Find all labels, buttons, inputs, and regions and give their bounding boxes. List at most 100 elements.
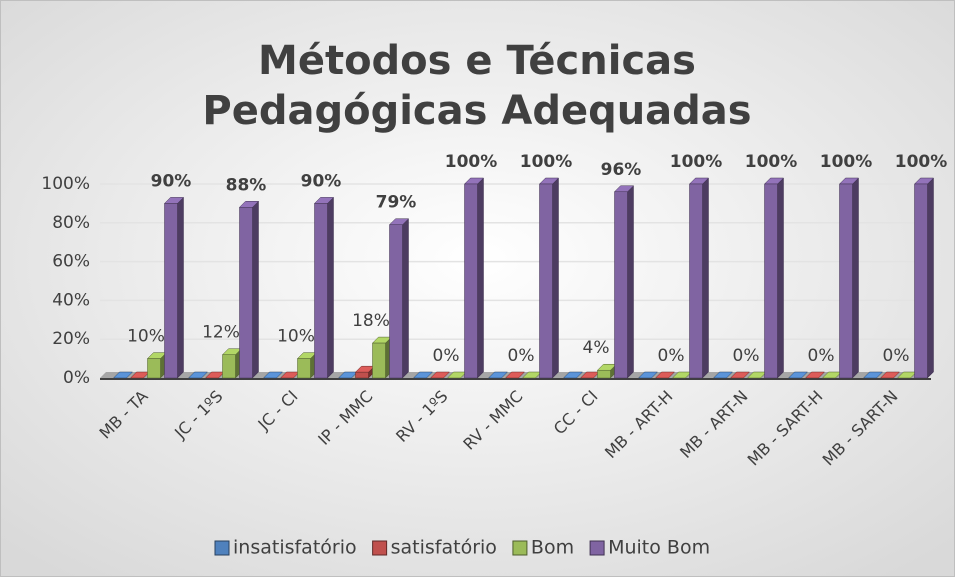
bar xyxy=(463,177,485,379)
data-label: 18% xyxy=(352,311,390,331)
y-tick-label: 40% xyxy=(52,290,90,310)
bar-side xyxy=(177,196,184,379)
data-label: 0% xyxy=(508,346,535,366)
bar-top xyxy=(879,371,901,379)
bar xyxy=(712,371,734,379)
data-label: 0% xyxy=(808,346,835,366)
legend-label: insatisfatório xyxy=(233,537,357,559)
data-label: 100% xyxy=(520,152,573,172)
bar xyxy=(763,177,785,379)
bar-front xyxy=(539,183,553,379)
data-label: 12% xyxy=(202,323,240,343)
bar xyxy=(388,218,410,379)
data-label: 88% xyxy=(226,175,267,195)
bar-front xyxy=(464,183,478,379)
bar xyxy=(613,185,635,379)
bar xyxy=(371,336,393,379)
bar xyxy=(538,177,560,379)
bar-top xyxy=(562,371,584,379)
data-label: 100% xyxy=(745,152,798,172)
bar-top xyxy=(862,371,884,379)
data-label: 96% xyxy=(601,160,642,180)
data-label: 90% xyxy=(151,171,192,191)
data-label: 100% xyxy=(895,152,948,172)
bar xyxy=(804,371,826,379)
bar xyxy=(221,348,243,379)
data-label: 79% xyxy=(376,193,417,213)
y-tick-label: 60% xyxy=(52,252,90,272)
bar-top xyxy=(487,371,509,379)
bar-side xyxy=(627,185,634,379)
y-tick-label: 100% xyxy=(41,174,90,194)
bar-side xyxy=(477,177,484,379)
bar-side xyxy=(777,177,784,379)
bar-front xyxy=(764,183,778,379)
bar-front xyxy=(614,191,628,379)
bar-front xyxy=(222,354,236,379)
data-label: 0% xyxy=(658,346,685,366)
bar-side xyxy=(852,177,859,379)
bar xyxy=(262,371,284,379)
bar-front xyxy=(372,342,386,379)
bar-top xyxy=(787,371,809,379)
data-label: 10% xyxy=(127,327,165,347)
bar xyxy=(429,371,451,379)
bar xyxy=(187,371,209,379)
bar xyxy=(112,371,134,379)
bar xyxy=(504,371,526,379)
legend-marker xyxy=(589,540,605,556)
bar-side xyxy=(927,177,934,379)
bar xyxy=(562,371,584,379)
data-label: 10% xyxy=(277,327,315,347)
bar xyxy=(729,371,751,379)
bar-front xyxy=(164,203,178,379)
data-label: 4% xyxy=(583,338,610,358)
legend-marker xyxy=(512,540,528,556)
bar-front xyxy=(839,183,853,379)
bar xyxy=(637,371,659,379)
legend-label: Muito Bom xyxy=(608,537,710,559)
bar-top xyxy=(504,371,526,379)
bar-top xyxy=(412,371,434,379)
bar-side xyxy=(402,218,409,379)
bar-front xyxy=(597,369,611,379)
bar-top xyxy=(187,371,209,379)
bar-front xyxy=(689,183,703,379)
bar-side xyxy=(702,177,709,379)
data-label: 90% xyxy=(301,171,342,191)
bar xyxy=(913,177,935,379)
legend-marker xyxy=(372,540,388,556)
legend-label: Bom xyxy=(531,537,574,559)
data-label: 0% xyxy=(733,346,760,366)
bar-side xyxy=(327,196,334,379)
bar-top xyxy=(804,371,826,379)
bar-front xyxy=(914,183,928,379)
bar-top xyxy=(637,371,659,379)
bar-top xyxy=(262,371,284,379)
bar xyxy=(654,371,676,379)
chart-title: Métodos e Técnicas Pedagógicas Adequadas xyxy=(202,38,752,134)
data-label: 100% xyxy=(670,152,723,172)
bar-top xyxy=(712,371,734,379)
bar xyxy=(163,196,185,379)
bar xyxy=(787,371,809,379)
bar xyxy=(412,371,434,379)
bar xyxy=(313,196,335,379)
bar xyxy=(688,177,710,379)
bar-side xyxy=(552,177,559,379)
bar xyxy=(296,351,318,379)
bar xyxy=(146,351,168,379)
bar-side xyxy=(252,200,259,379)
data-label: 100% xyxy=(820,152,873,172)
legend-marker xyxy=(214,540,230,556)
legend-label: satisfatório xyxy=(391,537,497,559)
bar xyxy=(879,371,901,379)
bar-top xyxy=(112,371,134,379)
bar-front xyxy=(147,358,161,379)
bar-front xyxy=(314,203,328,379)
bar-top xyxy=(729,371,751,379)
bar-front xyxy=(297,358,311,379)
bar xyxy=(862,371,884,379)
